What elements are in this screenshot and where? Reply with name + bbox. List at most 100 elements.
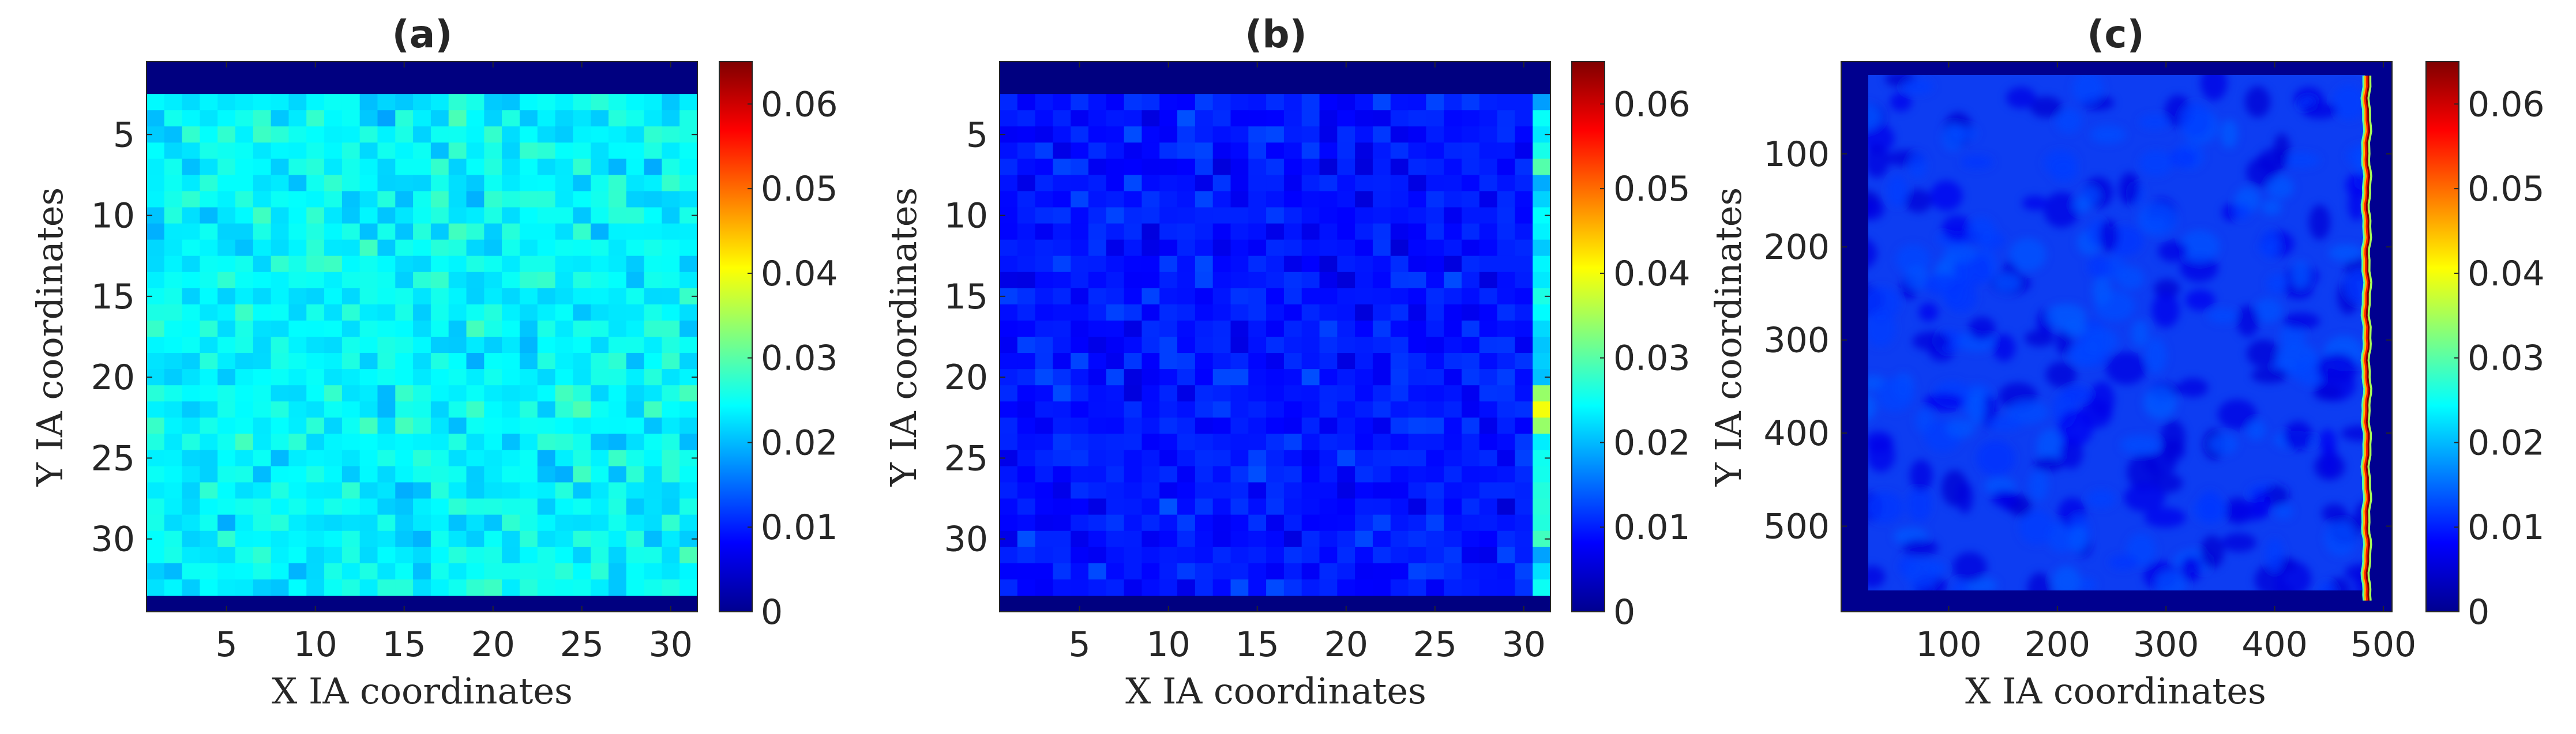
- heatmap-cell: [1195, 272, 1214, 289]
- heatmap-cell: [519, 126, 538, 143]
- heatmap-cell: [502, 239, 520, 257]
- field-blob: [2090, 125, 2126, 144]
- heatmap-cell: [1337, 417, 1355, 434]
- heatmap-cell: [1266, 288, 1285, 305]
- heatmap-cell: [1319, 353, 1338, 370]
- heatmap-cell: [1355, 110, 1373, 127]
- heatmap-cell: [288, 126, 307, 143]
- heatmap-cell: [359, 385, 378, 402]
- panel-c-title: (c): [2087, 12, 2144, 57]
- heatmap-cell: [217, 385, 236, 402]
- colorbar-tick-label: 0.04: [761, 254, 838, 294]
- heatmap-cell: [1319, 498, 1338, 515]
- heatmap-cell: [430, 159, 449, 176]
- heatmap-cell: [235, 498, 254, 515]
- heatmap-cell: [1461, 514, 1480, 532]
- heatmap-cell: [1177, 272, 1196, 289]
- heatmap-cell: [1319, 191, 1338, 208]
- heatmap-cell: [1088, 126, 1107, 143]
- heatmap-cell: [1301, 207, 1320, 224]
- heatmap-cell: [217, 288, 236, 305]
- heatmap-cell: [1319, 563, 1338, 580]
- heatmap-cell: [1515, 207, 1533, 224]
- heatmap-cell: [1266, 320, 1285, 337]
- heatmap-cell: [466, 94, 485, 111]
- heatmap-cell: [1408, 482, 1426, 499]
- heatmap-cell: [1372, 272, 1391, 289]
- heatmap-cell: [1230, 288, 1249, 305]
- field-blob: [2057, 409, 2093, 446]
- heatmap-cell: [164, 223, 183, 240]
- heatmap-cell: [519, 110, 538, 127]
- heatmap-cell: [1283, 320, 1302, 337]
- heatmap-cell: [306, 94, 325, 111]
- heatmap-cell: [1497, 466, 1515, 483]
- heatmap-cell: [1177, 369, 1196, 386]
- heatmap-cell: [1372, 563, 1391, 580]
- heatmap-cell: [1000, 110, 1018, 127]
- heatmap-cell: [1106, 126, 1125, 143]
- heatmap-cell: [1461, 288, 1480, 305]
- heatmap-cell: [395, 434, 414, 451]
- heatmap-cell: [324, 239, 343, 257]
- heatmap-cell: [1533, 159, 1551, 176]
- heatmap-cell: [555, 207, 573, 224]
- field-blob: [2180, 254, 2218, 282]
- heatmap-cell: [235, 450, 254, 467]
- heatmap-cell: [662, 466, 680, 483]
- heatmap-cell: [1230, 450, 1249, 467]
- heatmap-cell: [359, 288, 378, 305]
- heatmap-cell: [1533, 385, 1551, 402]
- heatmap-cell: [430, 563, 449, 580]
- heatmap-cell: [164, 579, 183, 596]
- heatmap-cell: [1106, 272, 1125, 289]
- heatmap-cell: [1408, 369, 1426, 386]
- heatmap-cell: [147, 337, 165, 353]
- heatmap-cell: [502, 159, 520, 176]
- heatmap-cell: [1337, 288, 1355, 305]
- heatmap-cell: [1141, 126, 1160, 143]
- heatmap-cell: [1283, 191, 1302, 208]
- heatmap-cell: [519, 482, 538, 499]
- heatmap-cell: [306, 110, 325, 127]
- heatmap-cell: [1444, 272, 1462, 289]
- heatmap-cell: [537, 434, 556, 451]
- heatmap-cell: [1088, 563, 1107, 580]
- heatmap-cell: [1461, 547, 1480, 564]
- heatmap-cell: [271, 369, 290, 386]
- heatmap-cell: [1266, 563, 1285, 580]
- heatmap-cell: [1372, 94, 1391, 111]
- heatmap-cell: [1301, 369, 1320, 386]
- heatmap-cell: [537, 547, 556, 564]
- y-tick-label: 25: [944, 438, 988, 479]
- heatmap-cell: [1390, 223, 1409, 240]
- heatmap-cell: [1372, 223, 1391, 240]
- heatmap-cell: [1479, 175, 1498, 192]
- heatmap-cell: [164, 288, 183, 305]
- heatmap-cell: [1390, 417, 1409, 434]
- heatmap-cell: [591, 450, 609, 467]
- heatmap-cell: [466, 223, 485, 240]
- heatmap-cell: [200, 94, 218, 111]
- heatmap-cell: [1000, 272, 1018, 289]
- heatmap-cell: [235, 159, 254, 176]
- heatmap-cell: [200, 142, 218, 159]
- heatmap-cell: [324, 547, 343, 564]
- heatmap-cell: [217, 530, 236, 548]
- heatmap-cell: [1017, 434, 1036, 451]
- heatmap-cell: [430, 434, 449, 451]
- heatmap-cell: [1124, 482, 1143, 499]
- heatmap-cell: [147, 175, 165, 192]
- heatmap-cell: [1533, 191, 1551, 208]
- heatmap-cell: [1195, 547, 1214, 564]
- heatmap-cell: [608, 337, 627, 353]
- heatmap-cell: [1141, 191, 1160, 208]
- colorbar-tick-label: 0: [2468, 592, 2489, 633]
- heatmap-cell: [1124, 94, 1143, 111]
- heatmap-cell: [1390, 514, 1409, 532]
- heatmap-cell: [1426, 304, 1444, 321]
- heatmap-cell: [519, 466, 538, 483]
- panel-c-field: [1868, 75, 2365, 590]
- heatmap-cell: [555, 369, 573, 386]
- heatmap-cell: [1283, 401, 1302, 418]
